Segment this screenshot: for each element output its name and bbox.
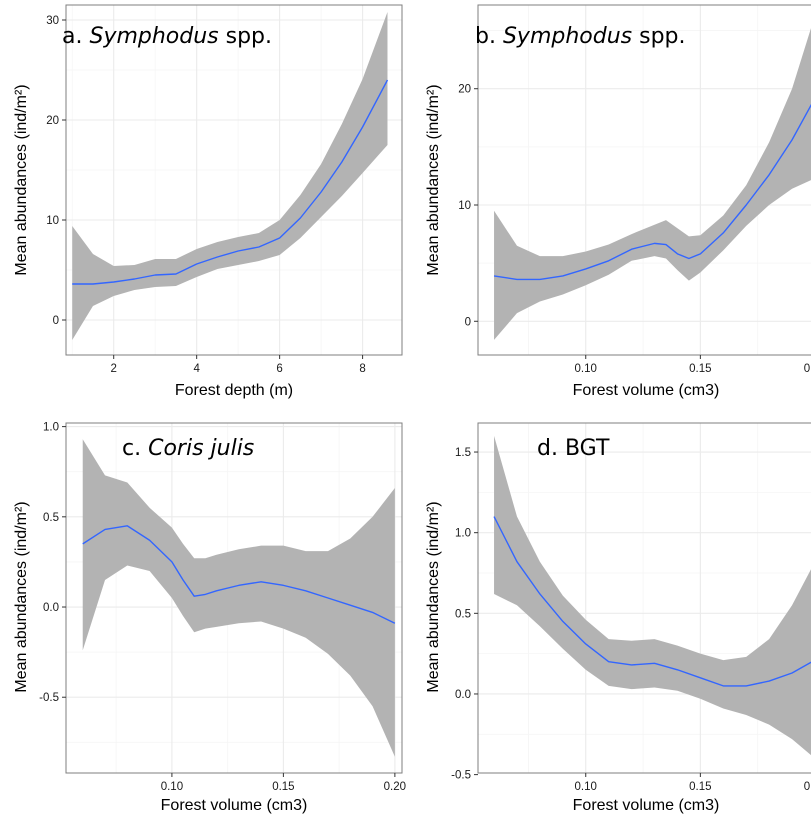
y-tick-label: 30 — [46, 15, 59, 27]
x-tick-label: 0.15 — [689, 781, 711, 793]
y-tick-label: 1.5 — [455, 447, 471, 459]
panel-letter: b. — [475, 24, 496, 49]
gridlines — [66, 5, 402, 355]
panel-border — [477, 4, 811, 356]
panel-c: 0.10 0.15 0.20 -0.5 0.0 0.5 1.0 Forest volume (… — [13, 422, 406, 814]
y-tick-label: 10 — [46, 215, 59, 227]
panel-border — [477, 422, 811, 774]
x-axis-label: Forest volume (cm3) — [161, 797, 308, 814]
panel-b: 0.10 0.15 0.20 0 10 20 Forest volume (cm3) Mean… — [425, 4, 811, 399]
confidence-ribbon — [494, 28, 811, 340]
y-tick-label: 1.0 — [455, 528, 471, 540]
panel-letter: d. — [537, 436, 558, 461]
y-tick-label: 1.0 — [43, 422, 59, 434]
panel-border — [65, 422, 403, 774]
smooth-line — [72, 79, 389, 285]
confidence-ribbon — [82, 439, 395, 757]
x-tick-label: 0.10 — [575, 781, 597, 793]
x-tick-label: 6 — [276, 363, 282, 375]
y-axis-label: Mean abundances (ind/m²) — [13, 501, 30, 692]
smooth-line — [493, 516, 811, 687]
x-tick-label: 0.15 — [689, 363, 711, 375]
y-tick-label: 0.5 — [43, 512, 59, 524]
x-axis-label: Forest volume (cm3) — [573, 382, 720, 399]
y-tick-label: 0.0 — [43, 602, 59, 614]
x-axis-label: Forest depth (m) — [175, 382, 293, 399]
x-tick-label: 2 — [111, 363, 117, 375]
x-axis-label: Forest volume (cm3) — [573, 797, 720, 814]
species-name: Coris julis — [148, 436, 254, 461]
y-tick-label: 20 — [458, 84, 471, 96]
panel-title: d. BGT — [537, 436, 610, 461]
y-tick-label: 10 — [458, 200, 471, 212]
y-axis-label: Mean abundances (ind/m²) — [425, 84, 442, 275]
smooth-line — [82, 525, 396, 624]
confidence-ribbon — [494, 435, 811, 756]
panel-border — [65, 4, 403, 356]
title-suffix: spp. — [632, 24, 685, 49]
species-name: Symphodus — [503, 24, 632, 49]
y-tick-label: 0.0 — [455, 689, 471, 701]
x-tick-label: 0.20 — [804, 363, 811, 375]
smooth-line — [493, 103, 811, 281]
y-axis-label: Mean abundances (ind/m²) — [425, 501, 442, 692]
panel-d: 0.10 0.15 0.20 -0.5 0.0 0.5 1.0 1.5 Forest volum… — [425, 422, 811, 814]
panel-title: b. Symphodus spp. — [475, 24, 686, 49]
panel-letter: c. — [122, 436, 141, 461]
panel-title: a. Symphodus spp. — [62, 24, 272, 49]
title-suffix: spp. — [219, 24, 272, 49]
x-tick-label: 4 — [193, 363, 200, 375]
x-tick-label: 8 — [359, 363, 365, 375]
y-tick-label: -0.5 — [39, 692, 59, 704]
x-tick-label: 0.10 — [575, 363, 597, 375]
y-tick-label: -0.5 — [451, 770, 471, 782]
y-tick-label: 20 — [46, 115, 59, 127]
panel-a: 2 4 6 8 0 10 20 30 Forest depth (m) Mean abundanc… — [13, 4, 403, 399]
y-tick-label: 0 — [53, 315, 59, 327]
species-name: Symphodus — [89, 24, 218, 49]
panel-title: c. Coris julis — [122, 436, 254, 461]
x-tick-label: 0.10 — [161, 781, 183, 793]
y-axis-label: Mean abundances (ind/m²) — [13, 84, 30, 275]
y-tick-label: 0 — [465, 316, 471, 328]
panel-letter: a. — [62, 24, 82, 49]
y-tick-label: 0.5 — [455, 608, 471, 620]
confidence-ribbon — [72, 12, 388, 340]
x-tick-label: 0.20 — [384, 781, 406, 793]
x-tick-label: 0.20 — [804, 781, 811, 793]
title-suffix: BGT — [565, 436, 610, 461]
x-tick-label: 0.15 — [272, 781, 294, 793]
